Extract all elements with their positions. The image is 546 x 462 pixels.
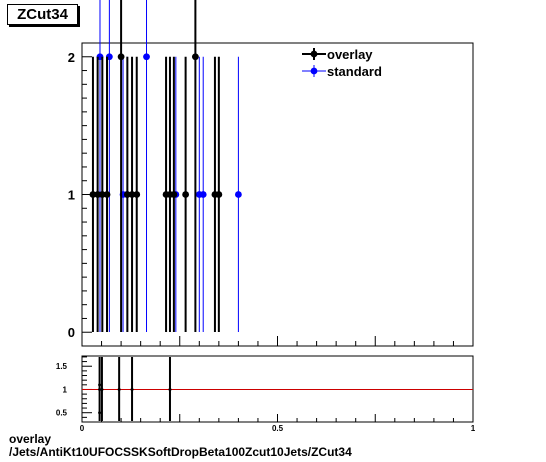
ratio-y-tick-label: 1.5 xyxy=(56,362,68,371)
ratio-point xyxy=(100,387,104,391)
main-plot-frame xyxy=(81,42,474,347)
footer-label: overlay xyxy=(9,432,52,446)
legend-marker xyxy=(310,50,318,58)
y-tick-label: 1 xyxy=(68,188,75,203)
ratio-x-tick-label: 0 xyxy=(80,424,85,433)
overlay-point xyxy=(98,191,106,198)
ratio-point xyxy=(117,387,121,391)
overlay-point xyxy=(128,191,136,198)
overlay-point xyxy=(182,191,190,198)
ratio-point xyxy=(130,387,134,391)
overlay-point xyxy=(89,191,97,198)
overlay-point xyxy=(170,191,178,198)
ratio-y-tick-label: 0.5 xyxy=(56,409,68,418)
legend-label: standard xyxy=(327,64,382,79)
overlay-point xyxy=(123,191,131,198)
ratio-data-marks xyxy=(82,357,473,421)
ratio-point xyxy=(98,387,102,391)
plot-title: ZCut34 xyxy=(7,4,78,25)
ratio-x-tick-label: 1 xyxy=(471,424,476,433)
y-tick-label: 0 xyxy=(68,325,75,340)
overlay-point xyxy=(133,191,141,198)
main-data-marks xyxy=(89,0,242,332)
ratio-extra-point xyxy=(98,383,102,387)
main-axes: 0 1 2 xyxy=(68,50,474,346)
main-frame-rect xyxy=(81,42,474,347)
overlay-point xyxy=(94,191,102,198)
y-tick-label: 2 xyxy=(68,50,75,65)
ratio-point xyxy=(168,387,172,391)
standard-point xyxy=(199,191,207,198)
ratio-extra-point xyxy=(98,411,102,415)
ratio-y-tick-label: 1 xyxy=(63,385,68,394)
ratio-axes: 0.5 1 1.5 0 0.5 1 xyxy=(56,356,476,433)
legend-label: overlay xyxy=(327,47,373,62)
legend: overlay standard xyxy=(302,47,382,79)
standard-point xyxy=(235,191,242,198)
standard-point xyxy=(143,53,150,61)
ratio-x-tick-label: 0.5 xyxy=(272,424,284,433)
overlay-point xyxy=(103,191,111,198)
legend-marker xyxy=(310,67,318,75)
footer-path: /Jets/AntiKt10UFOCSSKSoftDropBeta100Zcut… xyxy=(9,445,352,459)
overlay-point xyxy=(215,191,223,198)
overlay-point xyxy=(191,53,199,61)
overlay-point xyxy=(117,53,125,61)
